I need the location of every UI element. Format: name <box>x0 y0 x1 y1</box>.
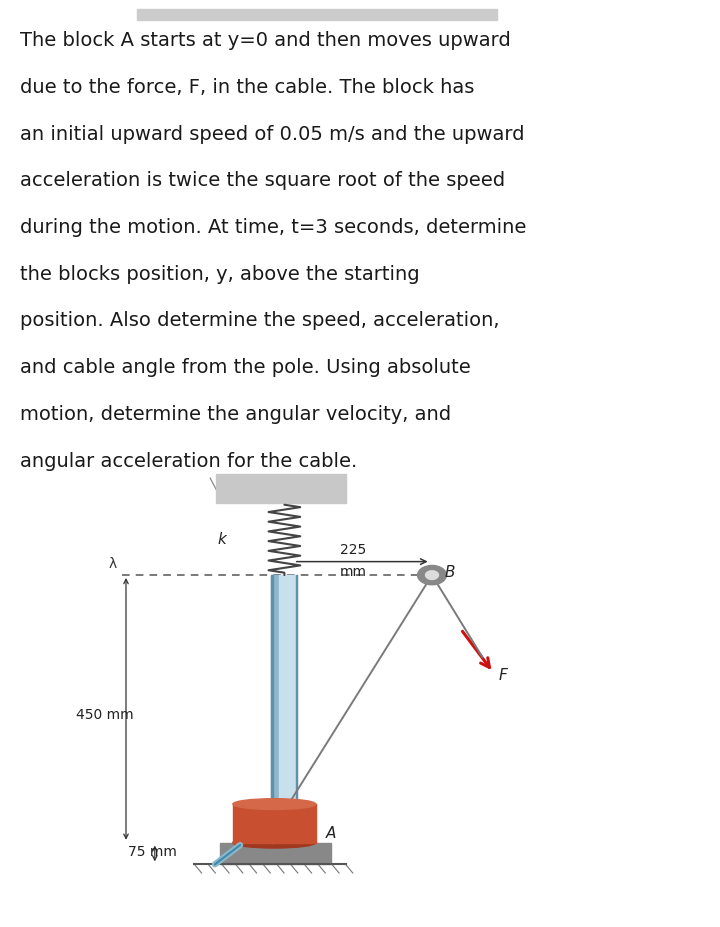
Text: 450 mm: 450 mm <box>76 708 133 722</box>
Text: during the motion. At time, t=3 seconds, determine: during the motion. At time, t=3 seconds,… <box>20 218 526 237</box>
Text: the blocks position, y, above the starting: the blocks position, y, above the starti… <box>20 265 420 284</box>
Text: acceleration is twice the square root of the speed: acceleration is twice the square root of… <box>20 171 505 190</box>
Ellipse shape <box>233 799 315 809</box>
Text: and cable angle from the pole. Using absolute: and cable angle from the pole. Using abs… <box>20 358 471 377</box>
Ellipse shape <box>233 837 315 848</box>
Bar <box>271 575 273 843</box>
Bar <box>137 9 497 20</box>
Circle shape <box>426 571 438 579</box>
Bar <box>296 575 297 843</box>
Text: an initial upward speed of 0.05 m/s and the upward: an initial upward speed of 0.05 m/s and … <box>20 124 525 144</box>
Text: mm: mm <box>339 565 366 578</box>
Text: k: k <box>218 532 227 548</box>
Text: position. Also determine the speed, acceleration,: position. Also determine the speed, acce… <box>20 311 500 330</box>
Text: 225: 225 <box>340 543 366 557</box>
Bar <box>220 843 331 864</box>
Circle shape <box>418 565 446 585</box>
Bar <box>271 575 279 843</box>
Text: angular acceleration for the cable.: angular acceleration for the cable. <box>20 451 357 471</box>
Bar <box>216 474 346 502</box>
Text: λ: λ <box>109 557 117 571</box>
Text: 75 mm: 75 mm <box>128 845 177 859</box>
Text: B: B <box>445 565 456 580</box>
Text: The block A starts at y=0 and then moves upward: The block A starts at y=0 and then moves… <box>20 32 511 50</box>
Text: F: F <box>498 667 507 683</box>
Text: motion, determine the angular velocity, and: motion, determine the angular velocity, … <box>20 405 451 424</box>
Bar <box>279 575 297 843</box>
Text: due to the force, F, in the cable. The block has: due to the force, F, in the cable. The b… <box>20 78 474 96</box>
Bar <box>233 804 316 843</box>
Text: A: A <box>325 826 336 841</box>
